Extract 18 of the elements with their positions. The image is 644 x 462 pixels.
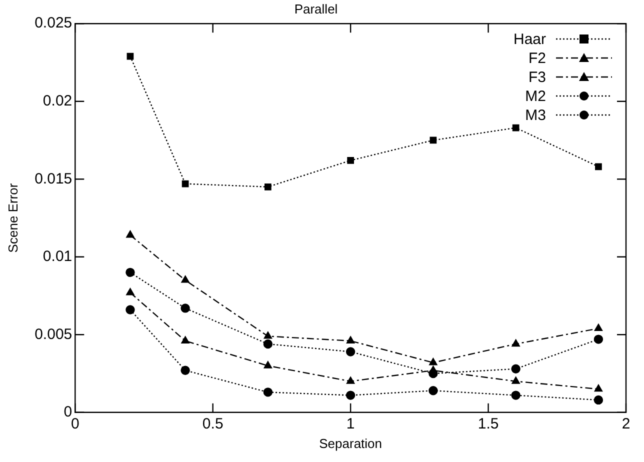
x-tick-label: 1.5: [478, 416, 499, 433]
legend-label: M2: [525, 86, 546, 106]
x-tick-label: 0.5: [202, 416, 224, 433]
x-tick-label: 1: [346, 416, 355, 433]
legend-label: F3: [528, 68, 546, 87]
y-tick-label: 0.005: [34, 326, 72, 343]
y-axis-title: Scene Error: [5, 182, 20, 253]
x-axis-title: Separation: [319, 436, 382, 451]
y-tick-label: 0.025: [34, 14, 72, 32]
y-tick-label: 0.015: [34, 170, 72, 188]
y-tick-label: 0.02: [42, 92, 72, 110]
chart-title: Parallel: [294, 1, 338, 16]
y-tick-label: 0.01: [42, 248, 72, 266]
x-tick-label: 2: [622, 416, 630, 433]
legend-label: M3: [525, 106, 546, 125]
legend-label: F2: [528, 48, 546, 68]
legend-label: Haar: [513, 30, 546, 49]
y-tick-label: 0: [64, 404, 72, 421]
